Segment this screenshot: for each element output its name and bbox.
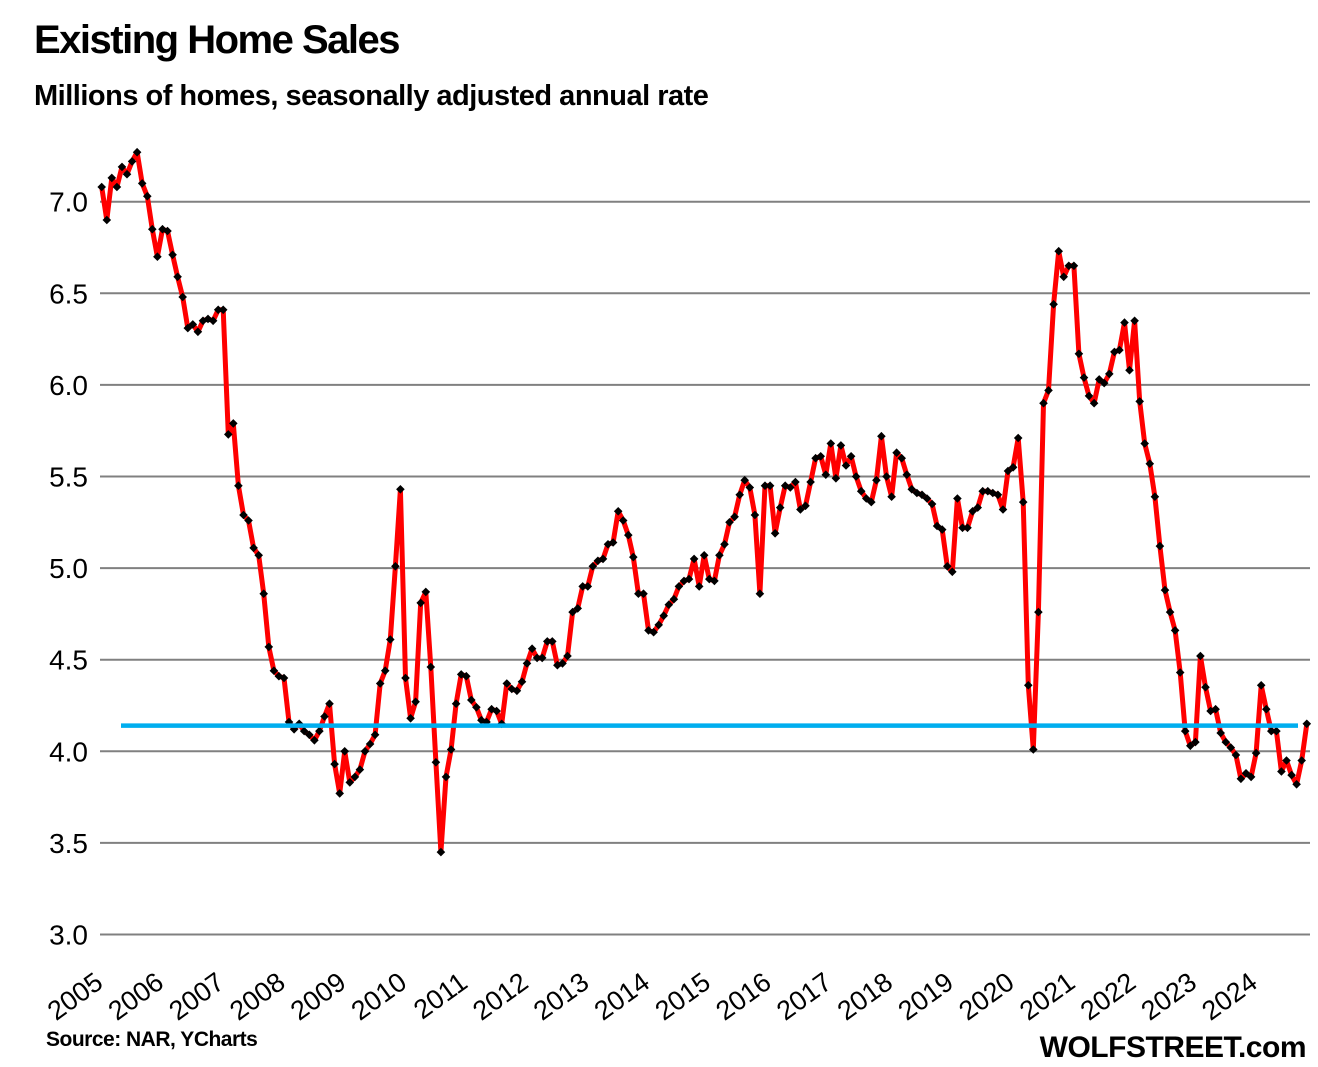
x-axis-tick-label: 2013	[528, 967, 594, 1027]
y-axis-tick-label: 5.5	[49, 462, 88, 493]
x-axis-tick-label: 2011	[408, 967, 473, 1025]
chart-title: Existing Home Sales	[34, 18, 400, 62]
x-axis-tick-label: 2020	[953, 967, 1019, 1027]
x-axis-tick-label: 2015	[650, 967, 716, 1027]
y-axis-tick-label: 6.0	[49, 370, 88, 401]
branding-wolfstreet: WOLFSTREET.com	[1039, 1031, 1307, 1064]
x-axis-tick-label: 2006	[103, 967, 169, 1027]
x-axis-tick-label: 2023	[1136, 967, 1202, 1027]
x-axis-tick-label: 2018	[832, 967, 898, 1027]
data-point-markers	[97, 147, 1312, 857]
y-axis-tick-label: 3.5	[49, 828, 88, 859]
y-axis-tick-label: 4.0	[49, 736, 88, 767]
y-axis-tick-label: 3.0	[49, 920, 88, 951]
x-axis-tick-label: 2016	[710, 967, 776, 1027]
x-axis-tick-label: 2024	[1196, 967, 1262, 1027]
x-axis-tick-label: 2019	[893, 967, 959, 1027]
y-axis-tick-label: 6.5	[49, 278, 88, 309]
x-axis-tick-label: 2017	[771, 967, 837, 1027]
x-axis-tick-label: 2008	[224, 967, 290, 1027]
chart-subtitle: Millions of homes, seasonally adjusted a…	[34, 80, 709, 112]
y-axis-tick-label: 4.5	[49, 645, 88, 676]
series-line-existing-home-sales	[99, 149, 1310, 855]
x-axis-tick-label: 2005	[42, 967, 108, 1027]
x-axis-tick-label: 2007	[164, 967, 230, 1027]
x-axis-tick-label: 2022	[1075, 967, 1141, 1027]
y-axis-tick-label: 5.0	[49, 553, 88, 584]
x-axis-tick-label: 2012	[467, 967, 533, 1027]
y-axis-tick-label: 7.0	[49, 187, 88, 218]
x-axis-tick-label: 2009	[285, 967, 351, 1027]
x-axis-tick-label: 2010	[346, 967, 412, 1027]
x-axis-tick-label: 2021	[1014, 967, 1080, 1027]
source-note: Source: NAR, YCharts	[46, 1028, 258, 1051]
x-axis-tick-label: 2014	[589, 967, 655, 1027]
